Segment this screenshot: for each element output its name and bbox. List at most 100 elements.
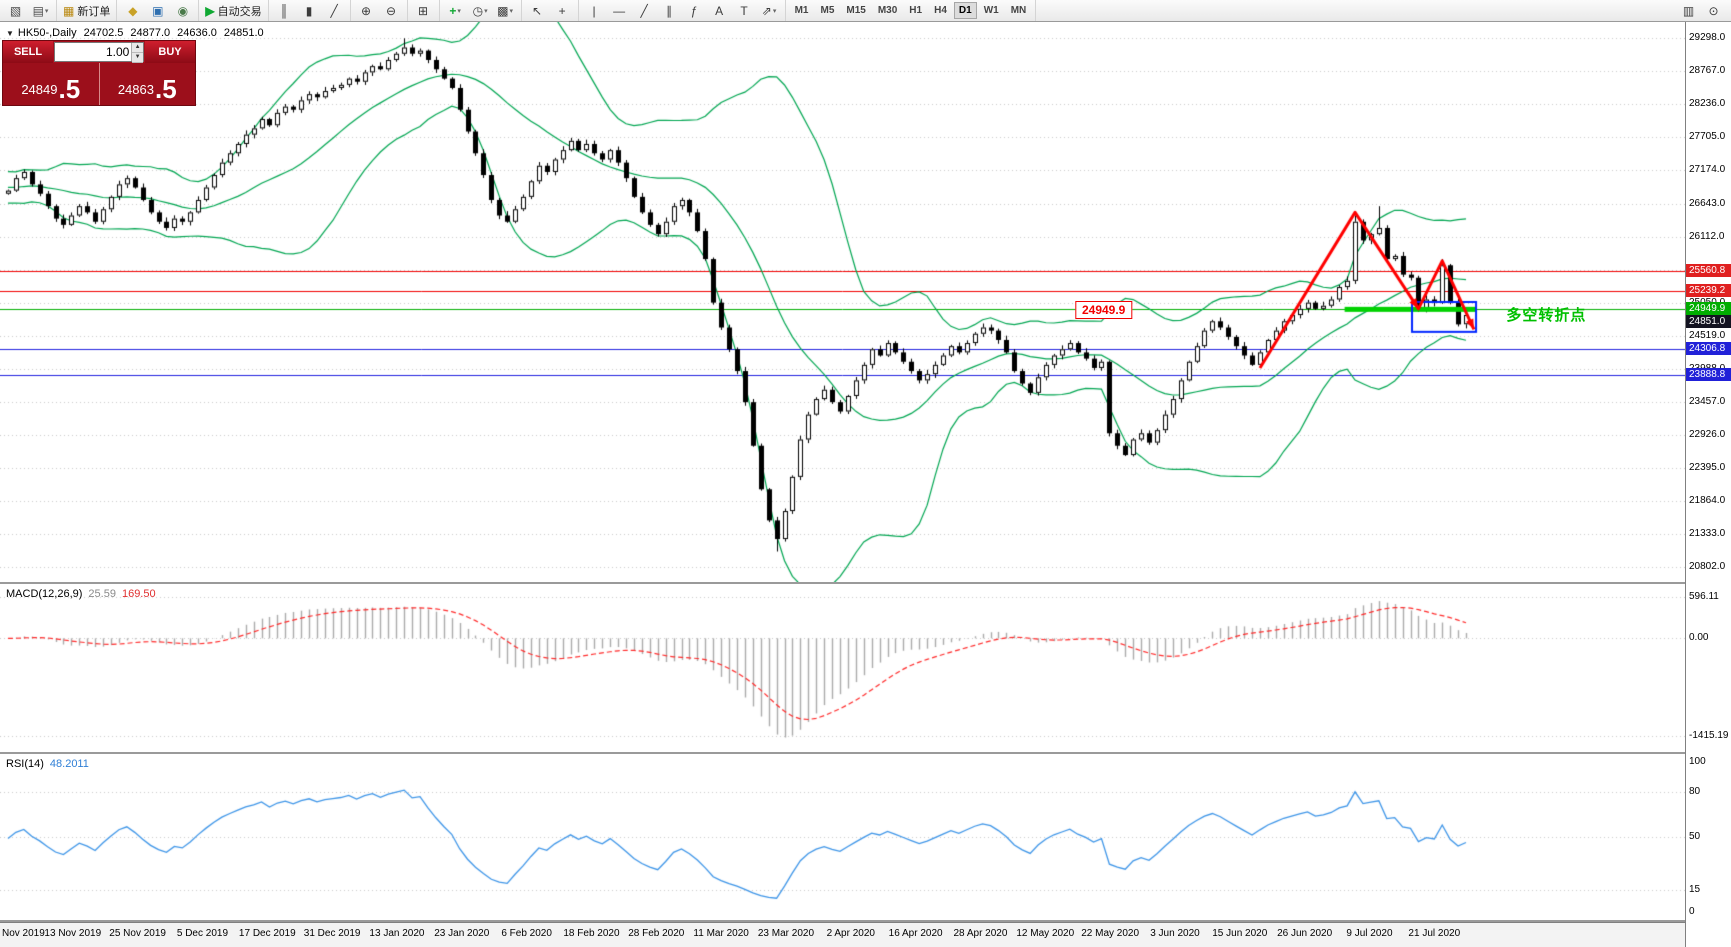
date-label: 12 May 2020 [1016,928,1075,939]
label-icon[interactable]: T [740,3,748,18]
periods-icon[interactable]: ◷ ▾ [472,3,488,18]
pane-resize-handle-macd[interactable] [0,582,1685,584]
rsi-axis-label: 15 [1689,883,1701,895]
dropdown-icon: ▾ [484,7,488,15]
buy-button[interactable]: BUY [145,41,195,63]
timeframe-MN[interactable]: MN [1010,5,1027,16]
navigator-icon[interactable]: ◉ [177,3,189,18]
arrows-icon[interactable]: ⇗ ▾ [761,3,777,18]
sell-price[interactable]: 24849.5 [3,63,100,105]
volume-down-button[interactable]: ▼ [132,53,143,63]
toolbar-right: ▥ ⊙ [1676,1,1731,21]
date-label: 26 Jun 2020 [1277,928,1333,939]
toolbar-group-zoom: ⊕ ⊖ [351,0,408,21]
crosshair-icon[interactable]: + [558,3,566,18]
bar-chart-icon[interactable]: ║ [279,3,289,18]
timeframe-M1[interactable]: M1 [794,5,809,16]
price-axis-label: 29298.0 [1689,32,1726,44]
volume-box: ▲ ▼ [54,42,144,63]
search-icon[interactable]: ⊙ [1708,3,1719,18]
templates-icon[interactable]: ▩ ▾ [497,3,513,18]
market-watch-icon[interactable]: ▣ [152,3,164,18]
main-chart-canvas[interactable] [0,22,1685,582]
macd-chart-canvas[interactable] [0,584,1685,752]
date-label: 13 Jan 2020 [369,928,425,939]
gallery-icon[interactable]: ▥ [1682,3,1695,18]
date-label: 17 Dec 2019 [238,928,296,939]
trendline-icon[interactable]: ╱ [640,3,648,18]
autotrading-button[interactable]: ▶ 自动交易 [205,3,262,18]
toolbar-group-chart-addons: + ▾ ◷ ▾ ▩ ▾ [440,0,522,21]
volume-input[interactable] [55,43,132,61]
price-axis-label: 25050.0 [1689,297,1725,308]
rsi-axis-label: 80 [1689,786,1701,797]
candlestick-chart-icon[interactable]: ▮ [305,3,313,18]
new-order-button[interactable]: ▦ 新订单 [63,3,111,18]
sell-price-prefix: 24849 [21,82,58,97]
new-order-button-label: 新订单 [77,5,111,18]
low-value: 24636.0 [177,27,217,39]
timeframe-W1[interactable]: W1 [983,5,999,16]
toolbar-groups: ▧ ▤ ▾ ▦ 新订单 ◆ ▣ ◉ ▶ 自动交易 ║ ▮ ╱ ⊕ ⊖ ⊞ + ▾ ◷ ▾ ▩ ▾ ↖ + | — ╱ ∥ ƒ A T ⇗ ▾ M1… [0,0,1037,21]
pane-resize-handle-bottom[interactable] [0,920,1685,922]
panel-toggle-icon[interactable]: ▼ [6,29,14,38]
macd-axis-label: -1415.19 [1689,730,1729,741]
chart-profiles-icon[interactable]: ▤ ▾ [32,3,49,18]
zoom-out-icon[interactable]: ⊖ [386,3,397,18]
price-axis[interactable]: 29298.0 28767.0 28236.0 27705.0 27174.0 26643… [1685,22,1731,947]
dropdown-icon: ▾ [509,7,513,15]
text-icon[interactable]: A [715,3,724,18]
new-chart-icon[interactable]: ▧ [9,3,22,18]
vertical-line-icon[interactable]: | [592,3,596,18]
volume-up-button[interactable]: ▲ [132,43,143,53]
price-axis-label: 27174.0 [1689,164,1726,176]
volume-spinner: ▲ ▼ [131,43,143,63]
date-label: 28 Apr 2020 [953,928,1008,939]
rsi-chart-canvas[interactable] [0,754,1685,920]
date-label: 22 May 2020 [1081,928,1140,939]
timeframe-M30[interactable]: M30 [877,5,898,16]
macd-axis-label: 596.11 [1689,591,1719,603]
pane-resize-handle-rsi[interactable] [0,752,1685,754]
symbol-title: HK50-,Daily [17,27,77,39]
timeframe-M15[interactable]: M15 [846,5,866,16]
timeframe-D1[interactable]: D1 [953,2,977,19]
date-label: 3 Jun 2020 [1150,928,1200,939]
price-flag-annotation: 24949.9 [1074,300,1133,319]
macd-name: MACD(12,26,9) [6,588,83,600]
date-label: 23 Jan 2020 [434,928,490,939]
expert-advisors-icon[interactable]: ◆ [128,3,138,18]
high-value: 24877.0 [130,27,171,39]
sell-button[interactable]: SELL [3,41,53,63]
channel-icon[interactable]: ∥ [666,3,673,18]
timeframe-H1[interactable]: H1 [909,5,923,16]
line-chart-icon[interactable]: ╱ [330,3,338,18]
timeframe-H4[interactable]: H4 [934,5,947,16]
dropdown-icon: ▾ [772,7,777,15]
toolbar-group-charts: ▧ ▤ ▾ [0,0,57,21]
price-axis-label: 20802.0 [1689,560,1726,572]
zoom-in-icon[interactable]: ⊕ [361,3,372,18]
price-axis-label: 24519.0 [1689,329,1726,341]
toolbar: ▧ ▤ ▾ ▦ 新订单 ◆ ▣ ◉ ▶ 自动交易 ║ ▮ ╱ ⊕ ⊖ ⊞ + ▾ ◷ ▾ ▩ ▾ ↖ + | — ╱ ∥ ƒ A T ⇗ ▾ M1… [0,0,1731,22]
timeframe-M5[interactable]: M5 [820,5,835,16]
date-axis[interactable]: Nov 2019 13 Nov 2019 25 Nov 2019 5 Dec 2019… [0,922,1685,947]
date-label: 9 Jul 2020 [1346,928,1393,939]
date-label: 5 Dec 2019 [176,928,229,939]
toolbar-group-autotrade: ▶ 自动交易 [199,0,269,21]
indicators-icon[interactable]: + ▾ [449,3,461,18]
fibonacci-icon[interactable]: ƒ [690,3,698,18]
bid-price-badge: 24851.0 [1686,315,1731,329]
price-axis-label: 28767.0 [1689,65,1726,77]
toolbar-group-timeframes: M1 M5 M15 M30 H1 H4 D1 W1 MN [786,0,1037,21]
cursor-icon[interactable]: ↖ [532,3,543,18]
horizontal-line-icon[interactable]: — [613,3,626,18]
toolbar-group-order: ▦ 新订单 [57,0,118,21]
buy-price[interactable]: 24863.5 [100,63,196,105]
tile-windows-icon[interactable]: ⊞ [418,3,429,18]
price-axis-label: 23457.0 [1689,395,1726,407]
toolbar-group-chart-type: ║ ▮ ╱ [269,0,351,21]
rsi-name: RSI(14) [6,758,44,770]
rsi-value: 48.2011 [49,758,89,770]
price-level-badge: 25239.2 [1686,284,1731,298]
